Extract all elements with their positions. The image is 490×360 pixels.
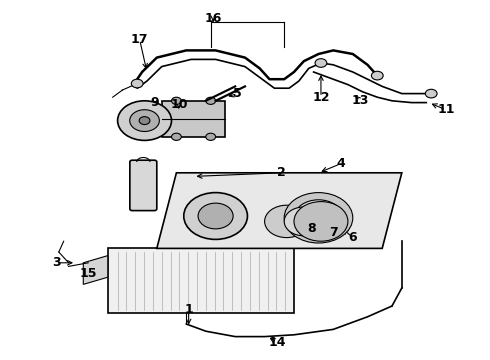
Text: 10: 10 <box>170 98 188 111</box>
Text: 14: 14 <box>268 336 286 348</box>
Text: 3: 3 <box>52 256 61 269</box>
Circle shape <box>130 110 159 131</box>
Circle shape <box>425 89 437 98</box>
Circle shape <box>284 207 323 236</box>
Circle shape <box>206 133 216 140</box>
Circle shape <box>184 193 247 239</box>
Circle shape <box>206 97 216 104</box>
Circle shape <box>265 205 309 238</box>
Text: 4: 4 <box>336 157 345 170</box>
Text: 12: 12 <box>312 91 330 104</box>
Text: 5: 5 <box>233 87 242 100</box>
Text: 1: 1 <box>184 303 193 316</box>
Circle shape <box>172 133 181 140</box>
Text: 8: 8 <box>307 222 316 235</box>
Text: 11: 11 <box>437 103 455 116</box>
Text: 7: 7 <box>329 226 338 239</box>
Polygon shape <box>157 173 402 248</box>
Polygon shape <box>83 256 108 284</box>
Text: 17: 17 <box>131 33 148 46</box>
Circle shape <box>118 101 172 140</box>
Text: 9: 9 <box>150 96 159 109</box>
Circle shape <box>172 97 181 104</box>
Polygon shape <box>162 101 225 137</box>
Circle shape <box>311 212 326 223</box>
Circle shape <box>294 200 343 236</box>
FancyBboxPatch shape <box>130 160 157 211</box>
Circle shape <box>284 193 353 243</box>
Text: 16: 16 <box>204 12 222 24</box>
Circle shape <box>131 79 143 88</box>
Bar <box>108 248 294 313</box>
Circle shape <box>304 207 333 229</box>
Text: 2: 2 <box>277 166 286 179</box>
Circle shape <box>315 59 327 67</box>
Circle shape <box>139 117 150 125</box>
Text: 15: 15 <box>79 267 97 280</box>
Circle shape <box>294 202 348 241</box>
Circle shape <box>371 71 383 80</box>
Circle shape <box>198 203 233 229</box>
Text: 6: 6 <box>348 231 357 244</box>
Text: 13: 13 <box>351 94 369 107</box>
